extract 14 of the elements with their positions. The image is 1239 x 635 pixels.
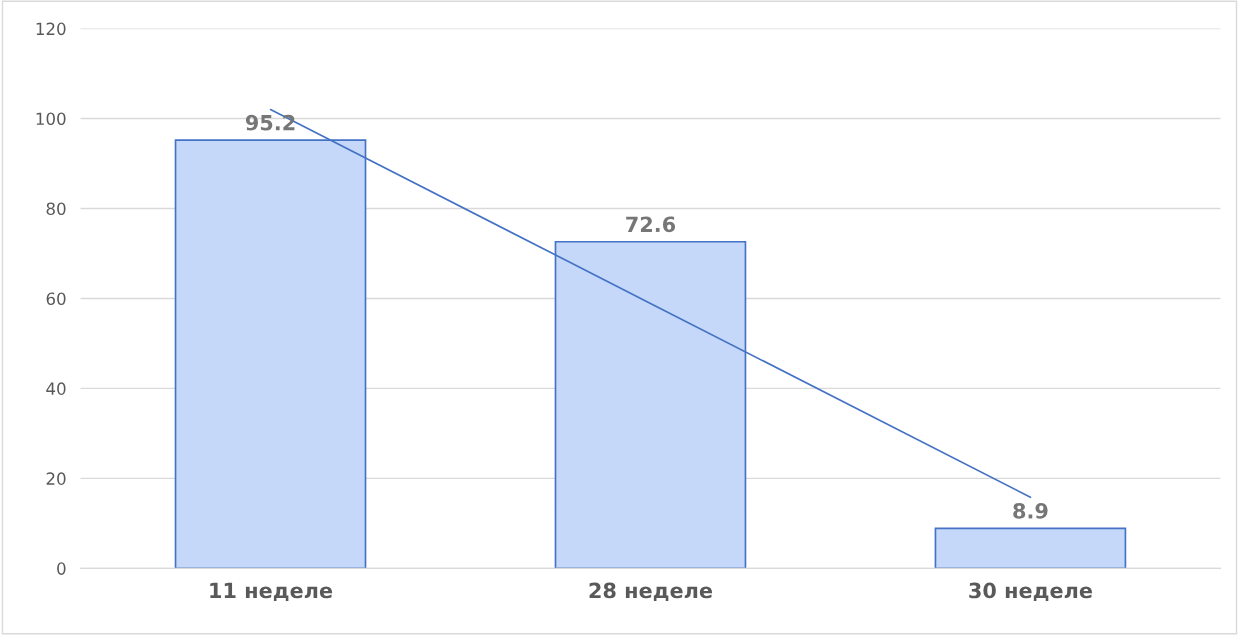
y-tick-label: 60: [46, 292, 66, 306]
x-tick-label: 30 неделе: [969, 582, 1092, 601]
x-tick-label: 28 неделе: [589, 582, 713, 601]
x-tick-label: 11 неделе: [210, 582, 333, 601]
y-tick-label: 0: [57, 562, 66, 575]
data-label: 72.6: [626, 216, 676, 233]
y-tick-label: 20: [46, 472, 66, 485]
bar: [934, 527, 1127, 569]
y-tick-label: 80: [46, 202, 66, 216]
y-tick-label: 40: [46, 382, 66, 395]
data-label: 95.2: [245, 114, 295, 131]
y-tick-label: 120: [36, 22, 66, 36]
data-label: 8.9: [1013, 502, 1048, 519]
y-tick-label: 100: [36, 112, 66, 126]
